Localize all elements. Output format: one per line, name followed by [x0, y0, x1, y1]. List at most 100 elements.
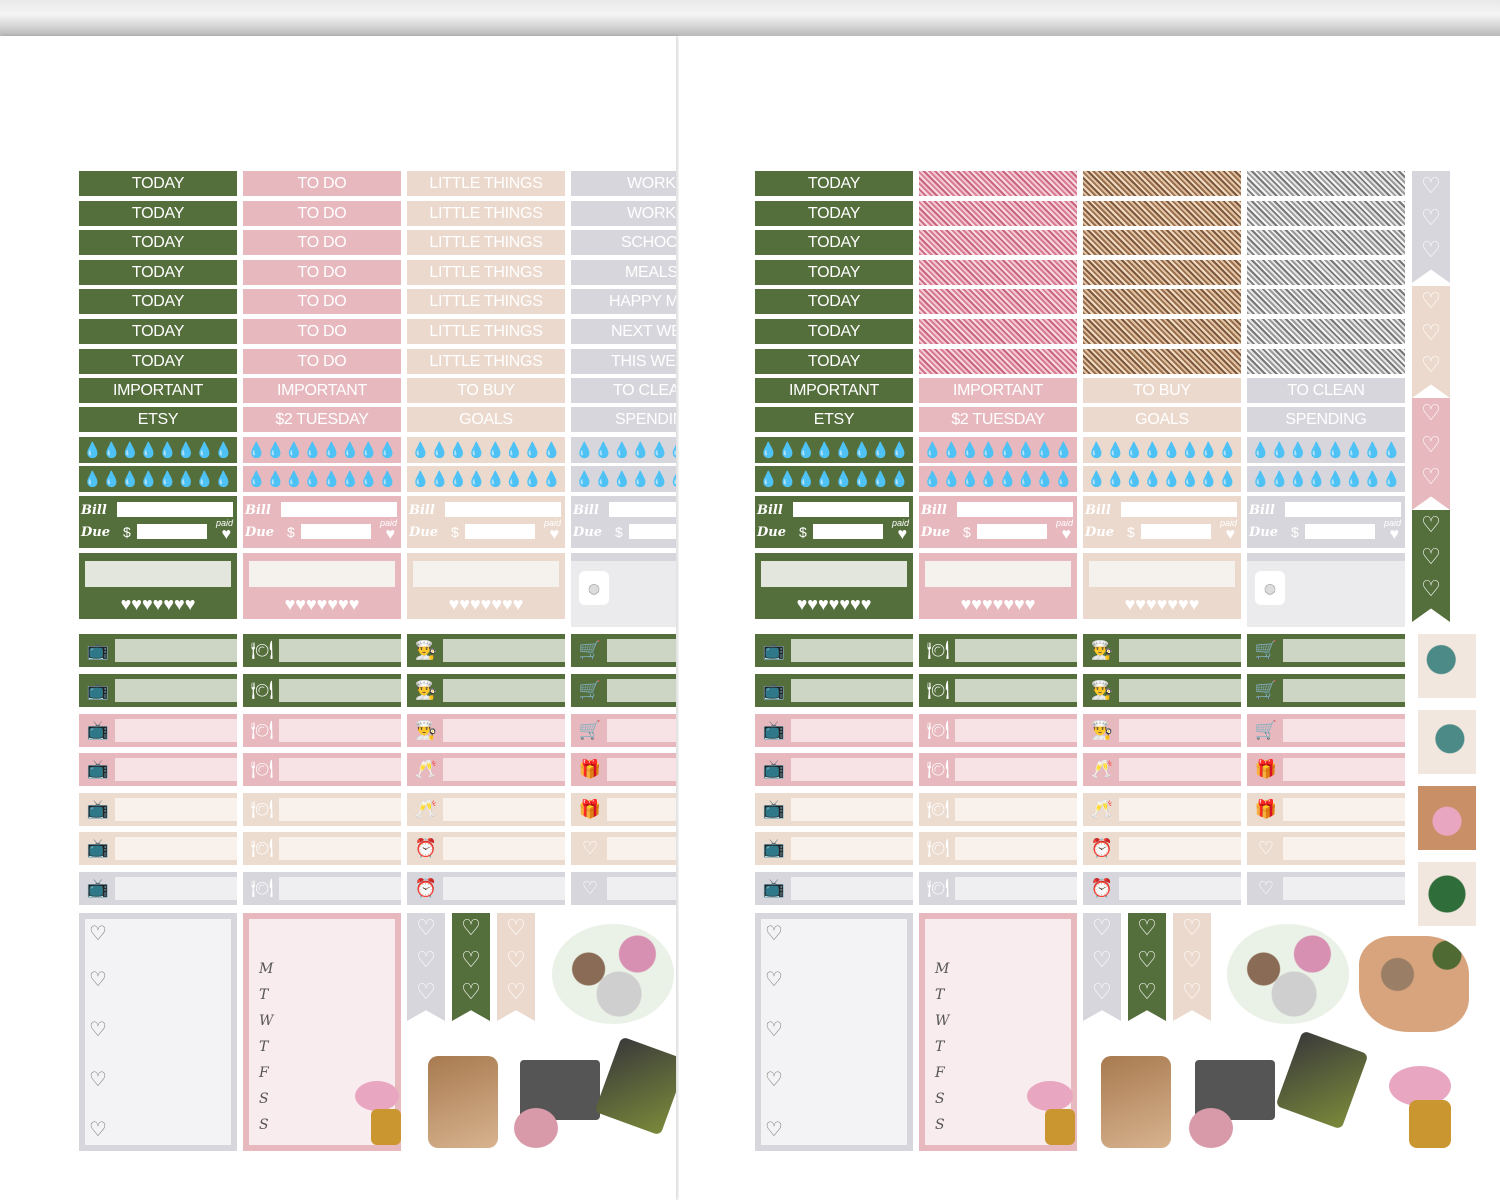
- water-tracker: 💧💧💧💧💧💧💧💧: [1083, 466, 1241, 492]
- cooking-tracker: 👨‍🍳: [1083, 714, 1241, 747]
- vase-illustration: [371, 1109, 401, 1145]
- tv-tracker: 📺: [755, 872, 913, 905]
- pink-glitter-strip: [919, 260, 1077, 285]
- weekday-label: T: [259, 1039, 269, 1055]
- heart-icon: ♥: [1225, 526, 1236, 543]
- to-do-label: TO DO: [243, 260, 401, 285]
- tv-tracker: 📺: [755, 674, 913, 707]
- tv-icon: 📺: [755, 714, 803, 747]
- cooking-icon: 👨‍🍳: [407, 674, 455, 707]
- tv-icon: 📺: [79, 714, 127, 747]
- cooking-icon: 👨‍🍳: [1083, 714, 1131, 747]
- clock-tracker: ⏰: [1083, 872, 1241, 905]
- plate-fork-knife-icon: 🍽: [243, 753, 291, 786]
- weekday-label: W: [259, 1013, 274, 1029]
- to-do-label: TO DO: [243, 171, 401, 196]
- bill-due-sticker: Bill Due $ paid ♥: [1083, 496, 1241, 548]
- meal-tracker: 🍽: [243, 872, 401, 905]
- shopping-cart-icon: 🛒: [571, 634, 619, 667]
- cart-tracker: 🛒: [1247, 714, 1405, 747]
- to-buy-label: TO BUY: [407, 378, 565, 403]
- this-week-label: THIS WEE: [571, 349, 676, 374]
- dollar-sign: $: [1291, 524, 1299, 540]
- cart-tracker: 🛒: [571, 674, 676, 707]
- due-text: Due: [573, 525, 602, 540]
- gold-glitter-strip: [1083, 260, 1241, 285]
- heart-tracker-box: ♥♥♥♥♥♥♥: [79, 553, 237, 619]
- silver-glitter-strip: [1247, 230, 1405, 255]
- tv-icon: 📺: [755, 674, 803, 707]
- meal-tracker: 🍽: [919, 714, 1077, 747]
- cooking-tracker: 👨‍🍳: [407, 674, 565, 707]
- goals-label: GOALS: [407, 407, 565, 432]
- heart-icon: ♡: [765, 969, 783, 991]
- shopping-cart-icon: 🛒: [571, 714, 619, 747]
- happy-label: HAPPY M: [571, 289, 676, 314]
- weight-tracker-box: ◍: [571, 553, 676, 627]
- meals-label: MEALS: [571, 260, 676, 285]
- tv-tracker: 📺: [79, 832, 237, 865]
- little-things-label: LITTLE THINGS: [407, 171, 565, 196]
- dollar-sign: $: [451, 524, 459, 540]
- dollar-sign: $: [963, 524, 971, 540]
- due-text: Due: [245, 525, 274, 540]
- heart-flag: ♡ ♡ ♡: [1412, 398, 1450, 510]
- today-label: TODAY: [755, 171, 913, 196]
- meal-tracker: 🍽: [243, 793, 401, 826]
- plate-fork-knife-icon: 🍽: [919, 634, 967, 667]
- heart-icon: ♡: [89, 1019, 107, 1041]
- silver-glitter-strip: [1247, 349, 1405, 374]
- water-tracker: 💧💧💧💧💧💧💧💧: [755, 466, 913, 492]
- bill-text: Bill: [757, 503, 783, 518]
- heart-tracker-box: ♥♥♥♥♥♥♥: [407, 553, 565, 619]
- heart-icon: ♡: [571, 872, 619, 905]
- plate-fork-knife-icon: 🍽: [919, 832, 967, 865]
- to-clean-label: TO CLEA: [571, 378, 676, 403]
- tv-tracker: 📺: [79, 714, 237, 747]
- plate-fork-knife-icon: 🍽: [919, 872, 967, 905]
- etsy-label: ETSY: [755, 407, 913, 432]
- meal-tracker: 🍽: [243, 674, 401, 707]
- meal-tracker: 🍽: [919, 634, 1077, 667]
- tv-tracker: 📺: [755, 793, 913, 826]
- champagne-glasses-icon: 🥂: [407, 753, 455, 786]
- heart-icon: ♡: [89, 1069, 107, 1091]
- cart-tracker: 🛒: [1247, 634, 1405, 667]
- cheers-tracker: 🥂: [1083, 753, 1241, 786]
- scale-icon: ◍: [1255, 571, 1285, 605]
- heart-flag: ♡ ♡ ♡: [1412, 286, 1450, 398]
- champagne-glasses-icon: 🥂: [1083, 753, 1131, 786]
- cheers-tracker: 🥂: [407, 753, 565, 786]
- tv-icon: 📺: [79, 793, 127, 826]
- palette-illustration: [1275, 1030, 1369, 1130]
- floral-tile: [1418, 634, 1476, 698]
- due-text: Due: [409, 525, 438, 540]
- alarm-clock-icon: ⏰: [407, 872, 455, 905]
- clock-tracker: ⏰: [1083, 832, 1241, 865]
- important-label: IMPORTANT: [79, 378, 237, 403]
- tv-icon: 📺: [79, 872, 127, 905]
- gold-glitter-strip: [1083, 171, 1241, 196]
- bill-text: Bill: [81, 503, 107, 518]
- tv-tracker: 📺: [79, 793, 237, 826]
- weekday-label: M: [935, 961, 950, 977]
- due-text: Due: [81, 525, 110, 540]
- water-tracker: 💧💧💧💧💧💧💧💧: [919, 466, 1077, 492]
- spending-label: SPENDING: [1247, 407, 1405, 432]
- pink-glitter-strip: [919, 319, 1077, 344]
- today-label: TODAY: [79, 230, 237, 255]
- dollar-sign: $: [799, 524, 807, 540]
- two-tuesday-label: $2 TUESDAY: [919, 407, 1077, 432]
- heart-icon: ♥: [549, 526, 560, 543]
- heart-icon: ♡: [765, 1069, 783, 1091]
- today-label: TODAY: [79, 171, 237, 196]
- gift-tracker: 🎁: [571, 793, 676, 826]
- weekday-label: W: [935, 1013, 950, 1029]
- alarm-clock-icon: ⏰: [1083, 832, 1131, 865]
- silver-glitter-strip: [1247, 260, 1405, 285]
- heart-icon: ♥: [1389, 526, 1400, 543]
- water-tracker: 💧💧💧💧💧💧💧💧: [1247, 466, 1405, 492]
- heart-list-box: ♡ ♡ ♡ ♡ ♡: [755, 913, 913, 1151]
- important-label: IMPORTANT: [919, 378, 1077, 403]
- paid-text: paid: [1383, 518, 1401, 528]
